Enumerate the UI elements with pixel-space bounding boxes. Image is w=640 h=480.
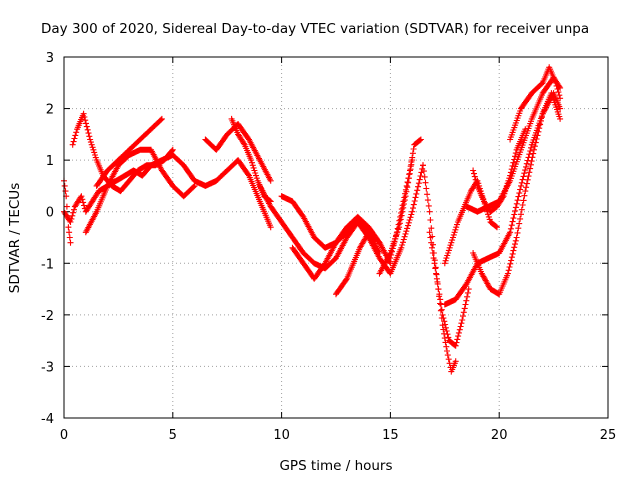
series-track-21: [507, 64, 564, 143]
y-tick-label: 1: [46, 154, 54, 169]
y-tick-label: -4: [41, 412, 54, 427]
y-tick-label: 3: [46, 51, 54, 66]
series-track-5: [82, 146, 198, 236]
series-track-10: [289, 213, 383, 282]
series-track-2: [69, 110, 176, 195]
data-point-markers: [507, 64, 564, 143]
y-tick-label: -3: [41, 360, 54, 375]
data-point-markers: [93, 115, 165, 189]
x-tick-label: 15: [382, 428, 399, 443]
data-marks: [61, 64, 564, 375]
x-axis-label: GPS time / hours: [279, 458, 392, 474]
x-tick-label: 20: [491, 428, 508, 443]
data-point-markers: [426, 229, 472, 349]
data-point-markers: [470, 90, 564, 298]
series-track-20: [470, 90, 564, 298]
plot-frame: [63, 56, 609, 419]
series-track-15: [426, 229, 472, 349]
x-tick-label: 5: [169, 428, 177, 443]
series-track-13: [387, 136, 424, 262]
data-point-markers: [333, 229, 394, 298]
series-track-11: [333, 229, 394, 298]
y-tick-label: 2: [46, 103, 54, 118]
x-tick-label: 10: [273, 428, 290, 443]
y-axis-label: SDTVAR / TECUs: [7, 183, 23, 293]
y-tick-label: -2: [41, 309, 54, 324]
series-track-19: [463, 74, 564, 215]
data-point-markers: [69, 110, 176, 195]
x-tick-label: 25: [600, 428, 617, 443]
y-tick-label: 0: [46, 206, 54, 221]
data-point-markers: [82, 146, 198, 236]
data-point-markers: [289, 213, 383, 282]
data-point-markers: [463, 74, 564, 215]
chart-title: Day 300 of 2020, Sidereal Day-to-day VTE…: [41, 21, 589, 37]
x-tick-label: 0: [60, 428, 68, 443]
series-track-4: [93, 115, 165, 189]
y-tick-label: -1: [41, 257, 54, 272]
grid: [64, 57, 608, 418]
data-point-markers: [387, 136, 424, 262]
